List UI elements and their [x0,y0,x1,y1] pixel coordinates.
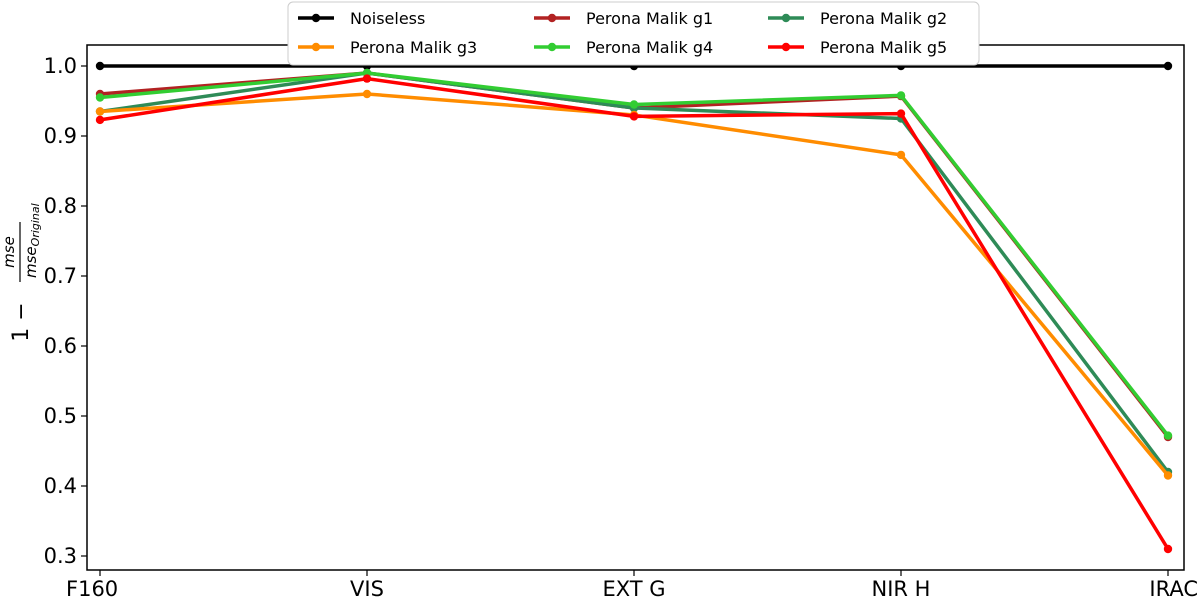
data-point [362,89,372,99]
data-point [1163,544,1173,554]
y-axis-label-denominator-subscript: Original [29,203,42,246]
legend-label: Perona Malik g4 [586,38,713,57]
legend-item: Perona Malik g4 [534,38,713,57]
series-1 [95,61,1173,71]
y-tick-label: 0.7 [44,264,77,288]
legend-swatch-marker [311,42,321,52]
legend-label: Perona Malik g5 [820,38,947,57]
y-axis-label-prefix: 1 − [9,302,34,341]
legend-label: Perona Malik g3 [350,38,477,57]
legend-item: Perona Malik g5 [768,38,947,57]
legend-item: Perona Malik g3 [298,38,477,57]
y-axis-label: 1 − mse mseOriginal [0,203,42,341]
data-point [1163,61,1173,71]
data-point [896,109,906,118]
data-point [95,61,105,71]
legend-swatch-marker [781,42,791,52]
legend-item: Noiseless [298,9,425,28]
x-tick-label: F160 [66,577,118,599]
svg-text:mseOriginal: mseOriginal [22,203,42,278]
legend-swatch-marker [547,42,557,52]
legend-box [287,1,980,66]
x-tick-label: NIR H [872,577,931,599]
legend-swatch-marker [311,13,321,23]
data-point [896,150,906,160]
data-point [95,93,105,102]
legend-label: Noiseless [350,9,425,28]
x-tick-label: EXT G [602,577,665,599]
data-point [362,74,372,83]
data-point [95,115,105,125]
legend-swatch-marker [547,13,557,23]
legend: Noiseless Perona Malik g1 Perona Malik g2 P… [287,1,980,66]
y-tick-label: 1.0 [44,54,77,78]
data-point [1163,431,1173,440]
y-axis-label-numerator: mse [0,236,18,268]
y-tick-label: 0.6 [44,334,77,358]
data-point [629,112,639,121]
legend-item: Perona Malik g2 [768,9,947,28]
series-6 [95,74,1173,554]
data-point [1163,471,1173,480]
y-tick-label: 0.9 [44,124,77,148]
data-point [629,100,639,109]
y-axis-label-denominator: mse [22,246,40,278]
x-tick-label: IRAC [1149,577,1198,599]
legend-label: Perona Malik g1 [586,9,713,28]
data-point [95,107,105,116]
series-layer [95,61,1173,554]
y-tick-label: 0.5 [44,404,77,428]
svg-text:1 −: 1 − [9,302,34,341]
series-5 [95,68,1173,440]
y-tick-label: 0.3 [44,544,77,568]
legend-swatch-marker [781,13,791,23]
x-tick-label: VIS [350,577,384,599]
data-point [896,91,906,100]
y-tick-label: 0.4 [44,474,77,498]
legend-item: Perona Malik g1 [534,9,713,28]
y-tick-label: 0.8 [44,194,77,218]
legend-label: Perona Malik g2 [820,9,947,28]
